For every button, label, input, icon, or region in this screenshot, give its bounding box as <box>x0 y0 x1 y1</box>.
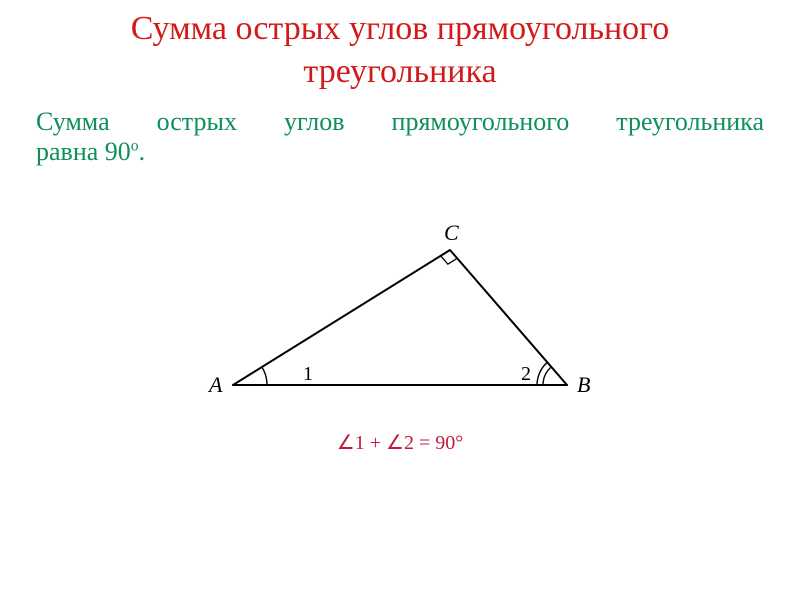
angle-sym-1: ∠ <box>337 432 355 454</box>
title-line-2: треугольника <box>303 53 496 90</box>
formula-plus: + <box>365 432 386 454</box>
statement-text-1: Сумма острых углов прямоугольного треуго… <box>36 107 764 136</box>
statement-line-2: равна 90о. <box>36 137 764 167</box>
triangle-svg: A B C 1 2 <box>195 220 605 430</box>
svg-text:B: B <box>577 372 590 397</box>
slide-title: Сумма острых углов прямоугольного треуго… <box>0 0 800 93</box>
svg-text:1: 1 <box>303 363 313 385</box>
formula-deg: ° <box>455 432 463 454</box>
formula-eq: = 90 <box>414 432 455 454</box>
formula: ∠1 + ∠2 = 90° <box>0 430 800 455</box>
statement-sup: о <box>131 137 139 154</box>
formula-two: 2 <box>404 432 414 454</box>
statement-line-1: Сумма острых углов прямоугольного треуго… <box>36 93 764 137</box>
statement-suffix: . <box>139 137 146 166</box>
formula-inner: ∠1 + ∠2 = 90° <box>337 430 463 455</box>
svg-text:C: C <box>444 220 459 245</box>
svg-text:2: 2 <box>521 363 531 385</box>
formula-one: 1 <box>355 432 365 454</box>
svg-text:A: A <box>207 372 223 397</box>
statement-prefix: равна 90 <box>36 137 131 166</box>
slide-container: Сумма острых углов прямоугольного треуго… <box>0 0 800 600</box>
title-line-1: Сумма острых углов прямоугольного <box>131 10 670 47</box>
angle-sym-2: ∠ <box>386 432 404 454</box>
